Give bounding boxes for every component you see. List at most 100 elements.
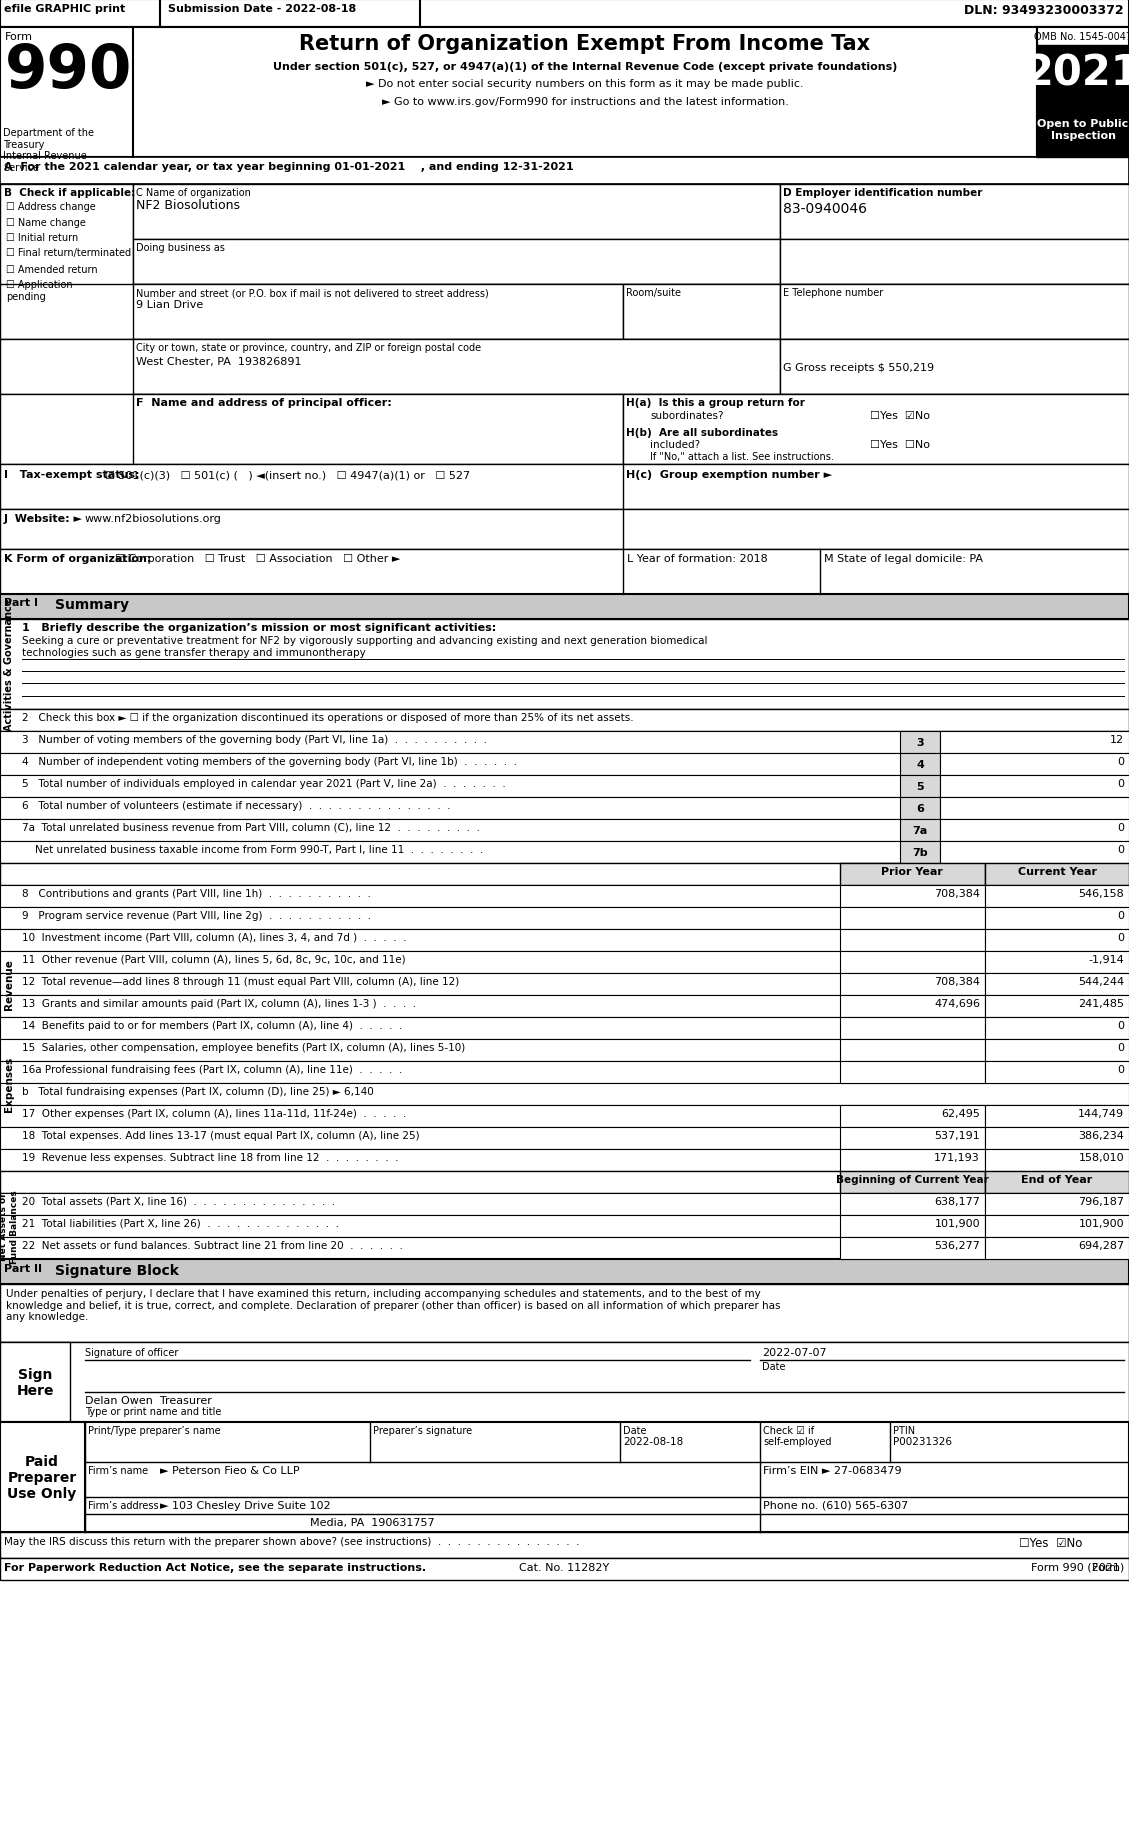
Text: 17  Other expenses (Part IX, column (A), lines 11a-11d, 11f-24e)  .  .  .  .  .: 17 Other expenses (Part IX, column (A), … [21, 1109, 406, 1118]
Bar [0, 1237, 1129, 1259]
Text: End of Year: End of Year [1022, 1175, 1093, 1184]
Bar [0, 930, 1129, 952]
Bar [984, 1237, 1129, 1259]
Text: Form 990 (2021): Form 990 (2021) [1031, 1563, 1124, 1572]
Text: 546,158: 546,158 [1078, 889, 1124, 899]
Text: 2   Check this box ► ☐ if the organization discontinued its operations or dispos: 2 Check this box ► ☐ if the organization… [21, 712, 633, 723]
Text: H(c)  Group exemption number ►: H(c) Group exemption number ► [625, 470, 832, 479]
Bar [0, 0, 1129, 27]
Bar [840, 1149, 984, 1171]
Bar [623, 395, 1129, 465]
Bar [780, 185, 1129, 240]
Text: 22  Net assets or fund balances. Subtract line 21 from line 20  .  .  .  .  .  .: 22 Net assets or fund balances. Subtract… [21, 1241, 403, 1250]
Text: 62,495: 62,495 [942, 1109, 980, 1118]
Text: ☐ Address change: ☐ Address change [6, 201, 96, 212]
Text: 638,177: 638,177 [934, 1197, 980, 1206]
Bar [0, 754, 1129, 776]
Text: 386,234: 386,234 [1078, 1131, 1124, 1140]
Bar [0, 1422, 1129, 1532]
Text: Number and street (or P.O. box if mail is not delivered to street address): Number and street (or P.O. box if mail i… [135, 287, 489, 298]
Text: Signature Block: Signature Block [55, 1263, 178, 1277]
Bar [900, 754, 940, 776]
Bar [900, 732, 940, 754]
Bar [840, 1171, 984, 1193]
Bar [0, 1105, 1129, 1127]
Text: 5   Total number of individuals employed in calendar year 2021 (Part V, line 2a): 5 Total number of individuals employed i… [21, 778, 506, 789]
Text: Summary: Summary [55, 598, 129, 611]
Text: 101,900: 101,900 [935, 1219, 980, 1228]
Bar [0, 952, 1129, 974]
Bar [840, 1061, 984, 1083]
Bar [0, 974, 1129, 996]
Bar [0, 908, 1129, 930]
Bar [0, 820, 1129, 842]
Text: 0: 0 [1117, 933, 1124, 942]
Text: PTIN: PTIN [893, 1426, 916, 1435]
Text: technologies such as gene transfer therapy and immunontherapy: technologies such as gene transfer thera… [21, 648, 366, 657]
Bar [0, 1149, 1129, 1171]
Text: 0: 0 [1117, 1043, 1124, 1052]
Text: ☐ Amended return: ☐ Amended return [6, 265, 97, 274]
Text: Under penalties of perjury, I declare that I have examined this return, includin: Under penalties of perjury, I declare th… [6, 1288, 780, 1321]
Bar [840, 974, 984, 996]
Bar [0, 1532, 1129, 1557]
Text: 15  Salaries, other compensation, employee benefits (Part IX, column (A), lines : 15 Salaries, other compensation, employe… [21, 1043, 465, 1052]
Text: ☑ Corporation   ☐ Trust   ☐ Association   ☐ Other ►: ☑ Corporation ☐ Trust ☐ Association ☐ Ot… [115, 554, 401, 564]
Bar [984, 1215, 1129, 1237]
Text: Open to Public
Inspection: Open to Public Inspection [1038, 119, 1129, 141]
Text: 14  Benefits paid to or for members (Part IX, column (A), line 4)  .  .  .  .  .: 14 Benefits paid to or for members (Part… [21, 1021, 402, 1030]
Bar [133, 285, 623, 340]
Bar [0, 776, 1129, 798]
Bar [840, 1193, 984, 1215]
Bar [133, 395, 623, 465]
Bar [840, 1237, 984, 1259]
Text: Delan Owen  Treasurer: Delan Owen Treasurer [85, 1394, 212, 1405]
Text: C Name of organization: C Name of organization [135, 188, 251, 198]
Text: -1,914: -1,914 [1088, 955, 1124, 964]
Bar [0, 1285, 1129, 1341]
Bar [0, 549, 1129, 595]
Text: Return of Organization Exempt From Income Tax: Return of Organization Exempt From Incom… [299, 35, 870, 53]
Bar [0, 1341, 70, 1422]
Text: 16a Professional fundraising fees (Part IX, column (A), line 11e)  .  .  .  .  .: 16a Professional fundraising fees (Part … [21, 1065, 402, 1074]
Bar [984, 1017, 1129, 1039]
Bar [984, 1127, 1129, 1149]
Text: 4   Number of independent voting members of the governing body (Part VI, line 1b: 4 Number of independent voting members o… [21, 756, 517, 767]
Text: Part II: Part II [5, 1263, 42, 1274]
Bar [0, 842, 1129, 864]
Text: 9 Lian Drive: 9 Lian Drive [135, 300, 203, 309]
Text: Expenses: Expenses [5, 1056, 14, 1111]
Bar [940, 754, 1129, 776]
Text: NF2 Biosolutions: NF2 Biosolutions [135, 199, 240, 212]
Text: 9   Program service revenue (Part VIII, line 2g)  .  .  .  .  .  .  .  .  .  .  : 9 Program service revenue (Part VIII, li… [21, 911, 371, 920]
Bar [0, 285, 1129, 340]
Text: H(b)  Are all subordinates: H(b) Are all subordinates [625, 428, 778, 437]
Text: 241,485: 241,485 [1078, 999, 1124, 1008]
Bar [1038, 112, 1129, 157]
Text: Under section 501(c), 527, or 4947(a)(1) of the Internal Revenue Code (except pr: Under section 501(c), 527, or 4947(a)(1)… [273, 62, 898, 71]
Bar [1038, 27, 1129, 157]
Text: 708,384: 708,384 [934, 889, 980, 899]
Bar [840, 864, 984, 886]
Text: 0: 0 [1117, 1021, 1124, 1030]
Text: Firm’s EIN ► 27-0683479: Firm’s EIN ► 27-0683479 [763, 1466, 902, 1475]
Text: Paid
Preparer
Use Only: Paid Preparer Use Only [8, 1455, 77, 1501]
Bar [984, 930, 1129, 952]
Text: Doing business as: Doing business as [135, 243, 225, 253]
Text: West Chester, PA  193826891: West Chester, PA 193826891 [135, 357, 301, 366]
Text: Seeking a cure or preventative treatment for NF2 by vigorously supporting and ad: Seeking a cure or preventative treatment… [21, 635, 708, 646]
Text: 0: 0 [1117, 1065, 1124, 1074]
Bar [0, 996, 1129, 1017]
Bar [0, 1171, 1129, 1193]
Bar [984, 1105, 1129, 1127]
Text: 21  Total liabilities (Part X, line 26)  .  .  .  .  .  .  .  .  .  .  .  .  .  : 21 Total liabilities (Part X, line 26) .… [21, 1219, 339, 1228]
Bar [780, 240, 1129, 285]
Bar [940, 798, 1129, 820]
Text: Media, PA  190631757: Media, PA 190631757 [310, 1517, 435, 1528]
Text: P00231326: P00231326 [893, 1437, 952, 1446]
Text: L Year of formation: 2018: L Year of formation: 2018 [627, 554, 768, 564]
Text: City or town, state or province, country, and ZIP or foreign postal code: City or town, state or province, country… [135, 342, 481, 353]
Text: 544,244: 544,244 [1078, 977, 1124, 986]
Bar [133, 340, 780, 395]
Bar [1038, 48, 1129, 112]
